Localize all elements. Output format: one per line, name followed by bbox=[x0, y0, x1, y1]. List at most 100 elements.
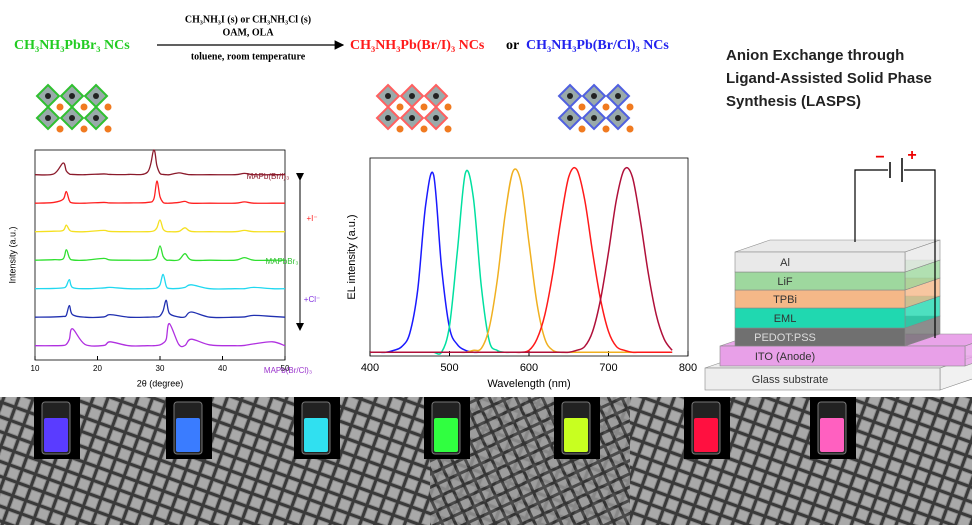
atom bbox=[385, 115, 391, 121]
xrd-trace bbox=[35, 181, 285, 203]
xrd-trace bbox=[35, 300, 285, 317]
trace-label: MAPb(Br/Cl)₃ bbox=[264, 366, 312, 375]
atom bbox=[445, 126, 452, 133]
layer-label: EML bbox=[774, 313, 797, 325]
layer-top bbox=[735, 240, 940, 252]
y-axis-label: EL intensity (a.u.) bbox=[346, 214, 358, 299]
xrd-trace bbox=[35, 220, 285, 232]
atom bbox=[105, 126, 112, 133]
layer-label: PEDOT:PSS bbox=[754, 332, 816, 344]
atom bbox=[397, 126, 404, 133]
atom bbox=[591, 93, 597, 99]
atom bbox=[603, 104, 610, 111]
atom bbox=[567, 115, 573, 121]
x-tick-label: 700 bbox=[599, 362, 617, 374]
atom bbox=[69, 93, 75, 99]
layer-label: Al bbox=[780, 257, 790, 269]
conditions: toluene, room temperature bbox=[191, 51, 306, 62]
atom bbox=[397, 104, 404, 111]
terminal: − bbox=[875, 149, 884, 166]
terminal: + bbox=[907, 147, 916, 164]
x-tick-label: 40 bbox=[218, 364, 227, 373]
vial-liquid bbox=[434, 418, 458, 452]
atom bbox=[603, 126, 610, 133]
layer-front bbox=[735, 308, 905, 328]
atom bbox=[45, 93, 51, 99]
atom bbox=[627, 126, 634, 133]
trace-label: MAPbBr₃ bbox=[265, 257, 298, 266]
vial-liquid bbox=[564, 418, 588, 452]
atom bbox=[57, 104, 64, 111]
atom bbox=[81, 104, 88, 111]
device-stack: Glass substrate ITO (Anode) PEDOT:PSS EML TP… bbox=[705, 147, 972, 390]
x-tick-label: 500 bbox=[440, 362, 458, 374]
xrd-trace bbox=[35, 274, 285, 289]
el-spectrum bbox=[370, 169, 672, 352]
atom bbox=[567, 93, 573, 99]
x-axis-label: Wavelength (nm) bbox=[487, 378, 570, 390]
figure: CH₃NH₃PbBr₃ NCs CH₃NH₃I (s) or CH₃NH₃Cl … bbox=[0, 0, 972, 525]
product: CH₃NH₃Pb(Br/Cl)₃ NCs bbox=[526, 38, 669, 53]
vial-liquid bbox=[44, 418, 68, 452]
y-axis-label: Intensity (a.u.) bbox=[7, 226, 17, 283]
layer-front bbox=[735, 252, 905, 272]
atom bbox=[433, 115, 439, 121]
trace-label: MAPb(Br/I)₃ bbox=[247, 172, 290, 181]
layer-label: Glass substrate bbox=[752, 374, 828, 386]
x-axis-label: 2θ (degree) bbox=[137, 378, 184, 388]
vial-liquid bbox=[694, 418, 718, 452]
atom bbox=[69, 115, 75, 121]
title-line: Anion Exchange through bbox=[726, 47, 904, 64]
title-line: Ligand-Assisted Solid Phase bbox=[726, 70, 932, 87]
reagent: CH₃NH₃I (s) or CH₃NH₃Cl (s) bbox=[185, 14, 311, 25]
wire bbox=[855, 170, 888, 242]
layer-label: LiF bbox=[777, 276, 793, 288]
title-line: Synthesis (LASPS) bbox=[726, 93, 861, 110]
vial-liquid bbox=[304, 418, 328, 452]
reagent: OAM, OLA bbox=[222, 27, 274, 38]
conjunction: or bbox=[506, 38, 519, 53]
trace-label: +I⁻ bbox=[306, 214, 317, 223]
atom bbox=[385, 93, 391, 99]
el-spectrum bbox=[370, 168, 672, 353]
atom bbox=[57, 126, 64, 133]
x-tick-label: 400 bbox=[361, 362, 379, 374]
reactant: CH₃NH₃PbBr₃ NCs bbox=[14, 38, 130, 53]
atom bbox=[627, 104, 634, 111]
atom bbox=[105, 104, 112, 111]
crystal-structures bbox=[37, 85, 634, 133]
el-frame bbox=[370, 158, 688, 356]
el-spectrum bbox=[370, 172, 672, 352]
el-spectrum bbox=[370, 168, 672, 353]
x-tick-label: 20 bbox=[93, 364, 102, 373]
atom bbox=[445, 104, 452, 111]
layer-front bbox=[735, 290, 905, 308]
product: CH₃NH₃Pb(Br/I)₃ NCs bbox=[350, 38, 485, 53]
atom bbox=[81, 126, 88, 133]
xrd-trace bbox=[35, 246, 285, 261]
xrd-trace bbox=[35, 324, 285, 347]
atom bbox=[433, 93, 439, 99]
x-tick-label: 600 bbox=[520, 362, 538, 374]
layer-label: TPBi bbox=[773, 294, 797, 306]
atom bbox=[45, 115, 51, 121]
atom bbox=[579, 104, 586, 111]
trace-label: +Cl⁻ bbox=[304, 295, 320, 304]
vial-liquid bbox=[176, 418, 200, 452]
atom bbox=[615, 115, 621, 121]
atom bbox=[421, 126, 428, 133]
x-tick-label: 10 bbox=[31, 364, 40, 373]
x-tick-label: 30 bbox=[156, 364, 165, 373]
vial-liquid bbox=[820, 418, 844, 452]
x-tick-label: 800 bbox=[679, 362, 697, 374]
el-spectrum bbox=[370, 170, 672, 354]
atom bbox=[421, 104, 428, 111]
atom bbox=[591, 115, 597, 121]
atom bbox=[93, 93, 99, 99]
atom bbox=[409, 115, 415, 121]
atom bbox=[409, 93, 415, 99]
layer-label: ITO (Anode) bbox=[755, 351, 815, 363]
layer-front bbox=[735, 272, 905, 290]
atom bbox=[579, 126, 586, 133]
atom bbox=[615, 93, 621, 99]
